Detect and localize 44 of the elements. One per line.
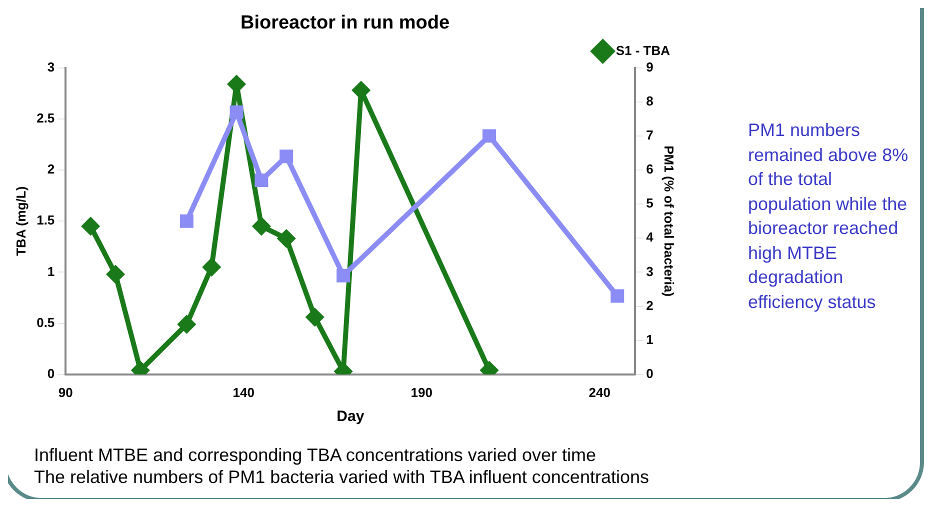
text: Influent MTBE and corresponding TBA concentrations varied over time: [34, 444, 597, 466]
y2-tick-label: 2: [646, 298, 654, 313]
legend-label: S1 - TBA: [616, 42, 671, 58]
chart-title: Bioreactor in run mode: [240, 12, 450, 34]
point: [280, 150, 294, 164]
point: [352, 82, 370, 99]
point: [180, 214, 194, 228]
y-tick-label: 1: [47, 264, 55, 279]
y2-tick-label: 6: [646, 162, 654, 177]
x-tick-label: 190: [410, 384, 432, 400]
point: [252, 218, 270, 235]
y2-tick-label: 5: [646, 196, 654, 211]
x-tick-label: 90: [58, 384, 73, 400]
x-tick-label: 240: [588, 384, 610, 400]
point: [178, 316, 196, 333]
point: [254, 173, 268, 187]
y2-tick-label: 1: [646, 332, 654, 347]
point: [107, 266, 124, 283]
text: PM1 numbers remained above 8% of the total population while the bioreactor reached high MTBE degradation efficiency status: [748, 119, 910, 314]
point: [306, 308, 324, 326]
y-axis-title: TBA (mg/L): [13, 186, 28, 256]
y2-tick-label: 9: [646, 59, 654, 74]
point: [230, 105, 244, 119]
y-tick-label: 1.5: [36, 212, 55, 228]
point: [336, 268, 350, 282]
y2-tick-label: 3: [646, 264, 654, 279]
point: [610, 289, 624, 303]
point: [82, 218, 100, 235]
y-tick-label: 0: [47, 366, 55, 381]
point: [278, 230, 295, 247]
text: The relative numbers of PM1 bacteria varied with TBA influent concentrations: [34, 466, 650, 488]
y2-tick-label: 0: [646, 366, 654, 381]
point: [482, 129, 496, 143]
y2-tick-label: 4: [646, 230, 654, 245]
y-tick-label: 3: [47, 59, 55, 74]
y-tick-label: 2: [47, 162, 55, 177]
x-axis-title: Day: [336, 408, 365, 426]
point: [203, 258, 220, 276]
y2-axis-title: PM1 (% of total bacteria): [662, 146, 677, 297]
y2-tick-label: 7: [646, 128, 654, 143]
y-tick-label: 2.5: [36, 110, 55, 126]
x-tick-label: 140: [232, 384, 254, 400]
y2-tick-label: 8: [646, 93, 654, 108]
y-tick-label: 0.5: [36, 314, 55, 330]
